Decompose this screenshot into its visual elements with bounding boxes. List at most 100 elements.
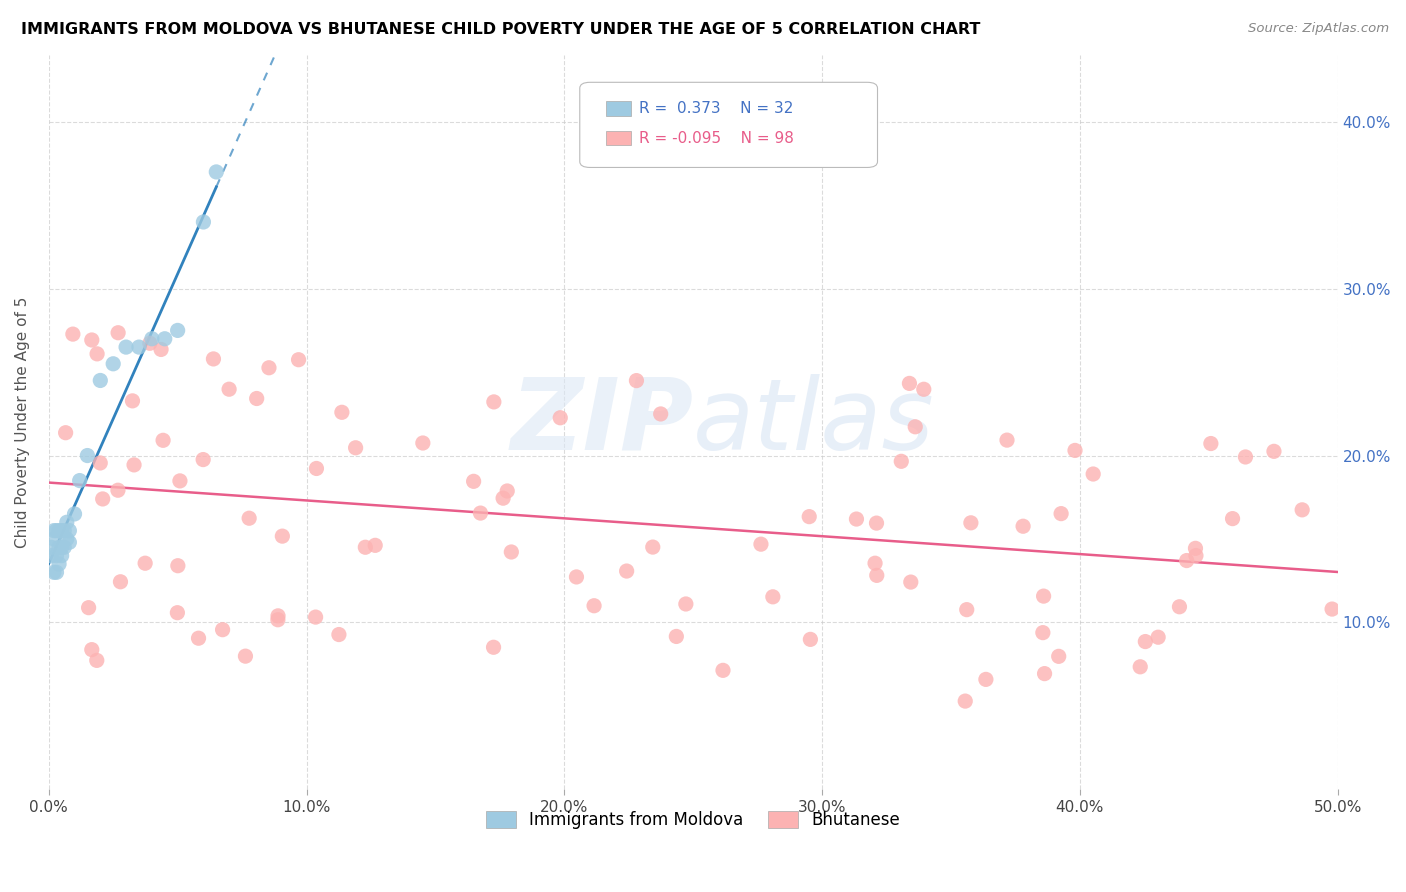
Point bbox=[122, 458, 145, 472]
Point bbox=[865, 516, 887, 530]
Point bbox=[1175, 553, 1198, 567]
Point bbox=[1147, 630, 1170, 644]
Point bbox=[238, 511, 260, 525]
Point bbox=[141, 332, 163, 346]
Point bbox=[912, 382, 935, 396]
Point bbox=[904, 419, 927, 434]
Point bbox=[48, 524, 70, 538]
Point bbox=[77, 600, 100, 615]
Point bbox=[626, 374, 648, 388]
Point bbox=[583, 599, 606, 613]
Point bbox=[482, 640, 505, 655]
Point bbox=[866, 568, 889, 582]
Point bbox=[354, 541, 377, 555]
Point bbox=[58, 524, 80, 538]
Point bbox=[128, 340, 150, 354]
Point bbox=[202, 351, 225, 366]
Point bbox=[246, 392, 269, 406]
Point bbox=[271, 529, 294, 543]
Text: atlas: atlas bbox=[693, 374, 935, 471]
Point bbox=[89, 374, 111, 388]
Point bbox=[463, 475, 485, 489]
Point bbox=[1047, 649, 1070, 664]
Point bbox=[69, 474, 91, 488]
Point bbox=[235, 649, 257, 664]
Point bbox=[48, 557, 70, 571]
Point bbox=[218, 382, 240, 396]
Point bbox=[103, 357, 125, 371]
Point bbox=[110, 574, 132, 589]
Point bbox=[1168, 599, 1191, 614]
Text: R =  0.373    N = 32: R = 0.373 N = 32 bbox=[640, 101, 793, 116]
Point bbox=[53, 524, 76, 538]
Point bbox=[62, 327, 84, 342]
Point bbox=[548, 410, 571, 425]
Point bbox=[799, 632, 821, 647]
Point bbox=[711, 664, 734, 678]
Point bbox=[1129, 660, 1152, 674]
Point bbox=[45, 549, 67, 563]
Point bbox=[134, 556, 156, 570]
Point bbox=[41, 549, 63, 563]
Point bbox=[48, 541, 70, 555]
Point bbox=[1234, 450, 1257, 464]
Point bbox=[45, 524, 67, 538]
Point bbox=[56, 532, 79, 546]
Point bbox=[187, 631, 209, 645]
Text: R = -0.095    N = 98: R = -0.095 N = 98 bbox=[640, 130, 794, 145]
Point bbox=[211, 623, 233, 637]
Point bbox=[191, 452, 214, 467]
Point bbox=[482, 395, 505, 409]
Point bbox=[960, 516, 983, 530]
Text: IMMIGRANTS FROM MOLDOVA VS BHUTANESE CHILD POVERTY UNDER THE AGE OF 5 CORRELATIO: IMMIGRANTS FROM MOLDOVA VS BHUTANESE CHI… bbox=[21, 22, 980, 37]
Point bbox=[169, 474, 191, 488]
Point bbox=[799, 509, 821, 524]
Point bbox=[205, 165, 228, 179]
Point bbox=[1291, 503, 1313, 517]
Point bbox=[616, 564, 638, 578]
Point bbox=[1033, 666, 1056, 681]
Point bbox=[121, 393, 143, 408]
Point bbox=[956, 602, 979, 616]
Point bbox=[955, 694, 977, 708]
Point bbox=[364, 538, 387, 552]
Point bbox=[304, 610, 326, 624]
Point bbox=[749, 537, 772, 551]
Point bbox=[107, 483, 129, 498]
Legend: Immigrants from Moldova, Bhutanese: Immigrants from Moldova, Bhutanese bbox=[479, 805, 907, 836]
Point bbox=[153, 332, 176, 346]
Point bbox=[762, 590, 785, 604]
Point bbox=[1135, 634, 1157, 648]
Text: ZIP: ZIP bbox=[510, 374, 693, 471]
Point bbox=[305, 461, 328, 475]
Point bbox=[166, 323, 188, 337]
Point bbox=[150, 343, 173, 357]
Point bbox=[58, 535, 80, 549]
Point bbox=[115, 340, 138, 354]
Point bbox=[42, 566, 65, 580]
Point bbox=[53, 541, 76, 555]
Point bbox=[107, 326, 129, 340]
Point bbox=[267, 608, 290, 623]
Point bbox=[344, 441, 367, 455]
Point bbox=[995, 433, 1018, 447]
Point bbox=[665, 629, 688, 643]
Bar bbox=[606, 102, 631, 116]
Point bbox=[470, 506, 492, 520]
Point bbox=[86, 653, 108, 667]
Point bbox=[641, 540, 664, 554]
Point bbox=[1083, 467, 1105, 481]
Point bbox=[1032, 589, 1054, 603]
Point bbox=[152, 434, 174, 448]
Point bbox=[1320, 602, 1343, 616]
Point bbox=[89, 456, 111, 470]
Y-axis label: Child Poverty Under the Age of 5: Child Poverty Under the Age of 5 bbox=[15, 296, 30, 548]
Point bbox=[565, 570, 588, 584]
Point bbox=[898, 376, 921, 391]
Point bbox=[1064, 443, 1087, 458]
Point bbox=[76, 449, 98, 463]
Point bbox=[675, 597, 697, 611]
Point bbox=[1012, 519, 1035, 533]
Point bbox=[1032, 625, 1054, 640]
Point bbox=[86, 347, 108, 361]
